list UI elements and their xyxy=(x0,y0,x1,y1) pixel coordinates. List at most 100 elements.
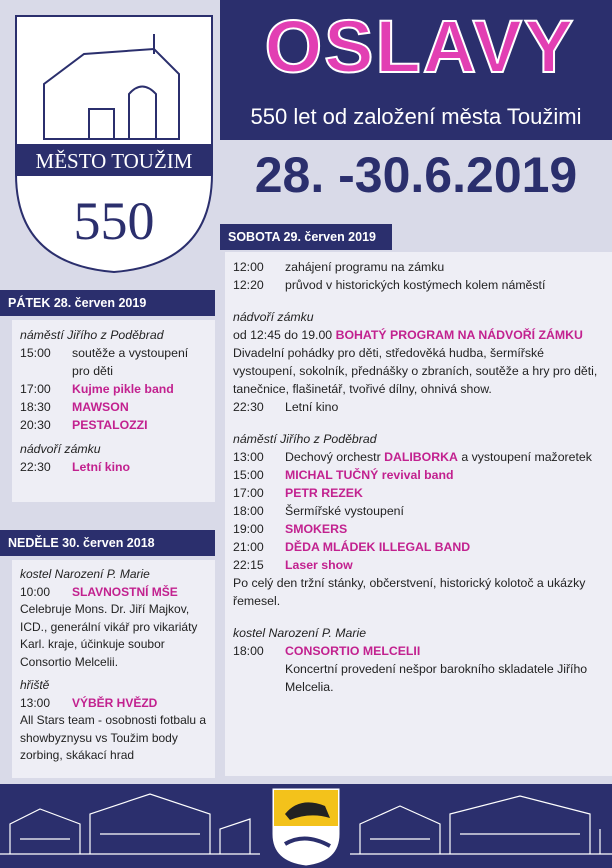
day-heading: NEDĚLE 30. červen 2018 xyxy=(0,530,215,556)
program-row: Koncertní provedení nešpor barokního skl… xyxy=(233,660,604,696)
text: průvod v historických kostýmech kolem ná… xyxy=(285,278,546,292)
day-program: 12:00 zahájení programu na zámku 12:20 prův… xyxy=(225,252,612,776)
footer xyxy=(0,784,612,868)
time: 17:00 xyxy=(233,486,264,500)
program-row: 13:00 Dechový orchestr DALIBORKA a vystou… xyxy=(233,448,604,466)
program-text: Laser show xyxy=(285,556,353,574)
program-row: 10:00 SLAVNOSTNÍ MŠE xyxy=(20,584,207,602)
program-text: MAWSON xyxy=(72,398,129,416)
program-text: Letní kino xyxy=(285,398,338,416)
venue: kostel Narození P. Marie xyxy=(233,626,367,640)
act: SLAVNOSTNÍ MŠE xyxy=(72,584,178,599)
act: CONSORTIO MELCELII xyxy=(285,644,421,658)
description: Celebruje Mons. Dr. Jiří Majkov, ICD., g… xyxy=(20,602,198,669)
description: Po celý den tržní stánky, občerstvení, h… xyxy=(233,576,586,608)
time: 19:00 xyxy=(233,522,264,536)
program-row: 17:00 Kujme pikle band xyxy=(20,380,207,398)
program-text: VÝBĚR HVĚZD xyxy=(72,695,157,713)
day-heading: SOBOTA 29. červen 2019 xyxy=(220,224,392,250)
program-row: 22:30 Letní kino xyxy=(20,458,207,476)
town-logo: MĚSTO TOUŽIM 550 xyxy=(15,15,213,274)
dates: 28. -30.6.2019 xyxy=(254,147,578,203)
time: 13:00 xyxy=(233,450,264,464)
program-row: 22:30 Letní kino xyxy=(233,398,604,416)
text: zahájení programu na zámku xyxy=(285,260,445,274)
program-text: od 12:45 do 19.00 BOHATÝ PROGRAM NA NÁDV… xyxy=(233,326,583,344)
act: BOHATÝ PROGRAM NA NÁDVOŘÍ ZÁMKU xyxy=(335,328,583,342)
time: 22:30 xyxy=(20,460,51,474)
program-row: od 12:45 do 19.00 BOHATÝ PROGRAM NA NÁDV… xyxy=(233,326,604,344)
program-text: CONSORTIO MELCELII xyxy=(285,642,420,660)
program-text: PETR REZEK xyxy=(285,484,363,502)
program-text: zahájení programu na zámku xyxy=(285,258,444,276)
subtitle: 550 let od založení města Toužimi xyxy=(250,104,582,129)
text: Koncertní provedení nešpor barokního skl… xyxy=(285,662,588,694)
time: 10:00 xyxy=(20,584,51,599)
text: a vystoupení mažoretek xyxy=(461,450,592,464)
act: Kujme pikle band xyxy=(72,382,174,396)
time: 18:00 xyxy=(233,644,264,658)
program-text: Dechový orchestr DALIBORKA a vystoupení … xyxy=(285,448,592,466)
text: soutěže a vystoupení pro děti xyxy=(72,346,189,378)
program-text: SLAVNOSTNÍ MŠE xyxy=(72,584,178,602)
act: MICHAL TUČNÝ revival band xyxy=(285,468,454,482)
act: VÝBĚR HVĚZD xyxy=(72,695,158,710)
program-row: 17:00 PETR REZEK xyxy=(233,484,604,502)
program-row: 13:00 VÝBĚR HVĚZD xyxy=(20,695,207,713)
text: Dechový orchestr xyxy=(285,450,381,464)
day-program: náměstí Jiřího z Poděbrad 15:00 soutěže a … xyxy=(12,320,215,502)
venue: náměstí Jiřího z Poděbrad xyxy=(233,432,377,446)
program-text: průvod v historických kostýmech kolem ná… xyxy=(285,276,545,294)
venue: nádvoří zámku xyxy=(233,310,314,324)
program-row: 15:00 soutěže a vystoupení pro děti xyxy=(20,344,207,380)
program-row: 18:00 CONSORTIO MELCELII xyxy=(233,642,604,660)
day-program: kostel Narození P. Marie 10:00 SLAVNOSTNÍ … xyxy=(12,560,215,778)
act: DĚDA MLÁDEK ILLEGAL BAND xyxy=(285,540,471,554)
program-row: 12:00 zahájení programu na zámku xyxy=(233,258,604,276)
time: 18:00 xyxy=(233,504,264,518)
program-row: 18:30 MAWSON xyxy=(20,398,207,416)
program-row: 19:00 SMOKERS xyxy=(233,520,604,538)
time: 15:00 xyxy=(20,346,51,360)
description: All Stars team - osobnosti fotbalu a sho… xyxy=(20,713,207,762)
time xyxy=(233,660,285,696)
time: 22:30 xyxy=(233,400,264,414)
act: Letní kino xyxy=(72,460,131,474)
program-text: PESTALOZZI xyxy=(72,416,148,434)
venue: kostel Narození P. Marie xyxy=(20,567,150,581)
header-band xyxy=(220,0,612,140)
time: 21:00 xyxy=(233,540,264,554)
program-text: Koncertní provedení nešpor barokního skl… xyxy=(285,660,604,696)
act: PETR REZEK xyxy=(285,486,363,500)
program-text: Letní kino xyxy=(72,458,130,476)
program-row: 22:15 Laser show xyxy=(233,556,604,574)
program-text: MICHAL TUČNÝ revival band xyxy=(285,466,454,484)
time: 20:30 xyxy=(20,418,51,432)
description: Divadelní pohádky pro děti, středověká h… xyxy=(233,346,598,396)
program-text: DĚDA MLÁDEK ILLEGAL BAND xyxy=(285,538,470,556)
venue: hřiště xyxy=(20,678,50,692)
venue: nádvoří zámku xyxy=(20,442,101,456)
time: 12:00 xyxy=(233,260,264,274)
logo-number: 550 xyxy=(74,191,155,251)
act: SMOKERS xyxy=(285,522,348,536)
logo-name: MĚSTO TOUŽIM xyxy=(36,149,193,173)
time: 12:20 xyxy=(233,278,264,292)
program-text: Kujme pikle band xyxy=(72,380,174,398)
day-heading: PÁTEK 28. červen 2019 xyxy=(0,290,215,316)
text: Letní kino xyxy=(285,400,339,414)
time: 15:00 xyxy=(233,468,264,482)
time: od 12:45 do 19.00 xyxy=(233,328,333,342)
program-row: 12:20 průvod v historických kostýmech kol… xyxy=(233,276,604,294)
text: Šermířské vystoupení xyxy=(285,504,404,518)
program-row: 18:00 Šermířské vystoupení xyxy=(233,502,604,520)
time: 22:15 xyxy=(233,558,264,572)
program-text: SMOKERS xyxy=(285,520,347,538)
program-row: 20:30 PESTALOZZI xyxy=(20,416,207,434)
act: Laser show xyxy=(285,558,353,572)
program-text: soutěže a vystoupení pro děti xyxy=(72,344,207,380)
venue: náměstí Jiřího z Poděbrad xyxy=(20,328,164,342)
act: MAWSON xyxy=(72,400,129,414)
program-text: Šermířské vystoupení xyxy=(285,502,404,520)
